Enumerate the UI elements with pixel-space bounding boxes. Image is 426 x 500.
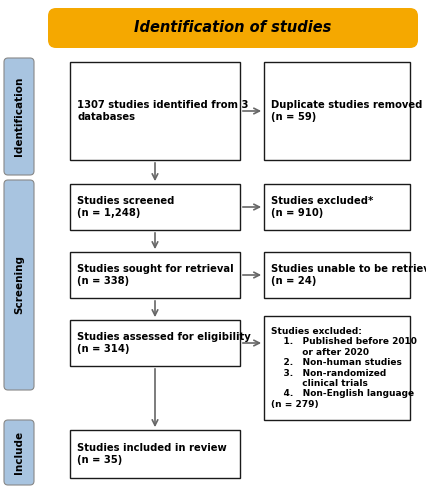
Text: 1307 studies identified from 3
databases: 1307 studies identified from 3 databases <box>77 100 248 122</box>
Bar <box>264 252 410 298</box>
Text: Duplicate studies removed
(n = 59): Duplicate studies removed (n = 59) <box>271 100 422 122</box>
FancyBboxPatch shape <box>48 8 418 48</box>
Bar <box>70 320 240 366</box>
Text: Studies unable to be retrieved
(n = 24): Studies unable to be retrieved (n = 24) <box>271 264 426 286</box>
Text: Identification: Identification <box>14 77 24 156</box>
Text: Studies assessed for eligibility
(n = 314): Studies assessed for eligibility (n = 31… <box>77 332 251 354</box>
Text: Studies excluded*
(n = 910): Studies excluded* (n = 910) <box>271 196 373 218</box>
Bar <box>264 184 410 230</box>
Text: Studies included in review
(n = 35): Studies included in review (n = 35) <box>77 443 227 465</box>
Text: Studies sought for retrieval
(n = 338): Studies sought for retrieval (n = 338) <box>77 264 233 286</box>
FancyBboxPatch shape <box>4 420 34 485</box>
FancyBboxPatch shape <box>4 180 34 390</box>
Bar <box>70 184 240 230</box>
Bar <box>264 62 410 160</box>
Bar <box>70 430 240 478</box>
Text: Studies screened
(n = 1,248): Studies screened (n = 1,248) <box>77 196 174 218</box>
Bar <box>264 316 410 420</box>
Text: Include: Include <box>14 431 24 474</box>
Bar <box>70 252 240 298</box>
Text: Screening: Screening <box>14 256 24 314</box>
FancyBboxPatch shape <box>4 58 34 175</box>
Text: Identification of studies: Identification of studies <box>134 20 332 36</box>
Bar <box>70 62 240 160</box>
Text: Studies excluded:
    1.   Published before 2010
          or after 2020
    2. : Studies excluded: 1. Published before 20… <box>271 327 417 409</box>
